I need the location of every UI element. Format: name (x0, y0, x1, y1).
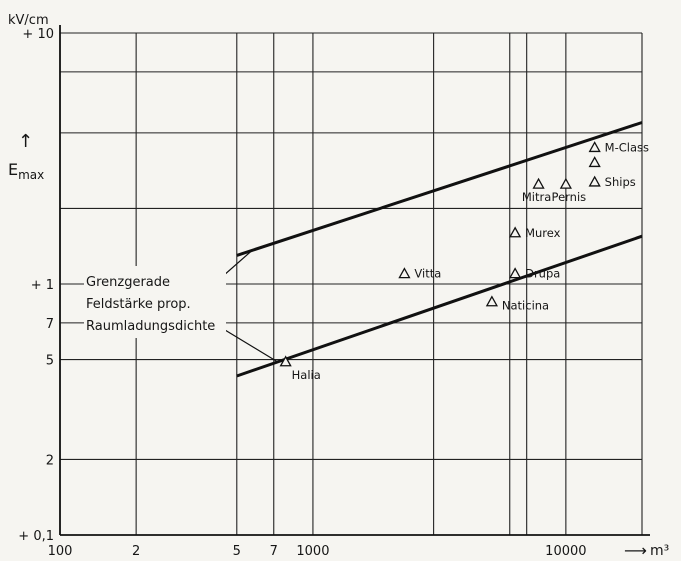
y-tick-label: 2 (46, 453, 54, 468)
x-axis-arrow: ⟶ (624, 541, 647, 560)
x-tick-label: 1000 (296, 544, 329, 559)
y-axis-label: Emax (8, 160, 44, 182)
data-point-label: Naticina (502, 299, 549, 313)
annotation-line-2: Feldstärke prop. (86, 297, 191, 312)
y-tick-label: 7 (46, 317, 54, 332)
x-tick-label: 7 (270, 544, 278, 559)
y-unit-label: kV/cm (8, 13, 49, 28)
data-point-marker (510, 228, 520, 237)
y-axis-arrow: ↑ (18, 131, 33, 152)
y-tick-label: + 0,1 (18, 529, 54, 544)
data-point-label: Halia (292, 368, 321, 382)
data-point-marker (590, 177, 600, 186)
data-point-marker (487, 297, 497, 306)
data-point-marker (534, 179, 544, 188)
x-tick-label: 5 (233, 544, 241, 559)
data-point-marker (590, 142, 600, 151)
y-tick-label: + 1 (31, 278, 54, 293)
limit-line (237, 236, 642, 376)
data-point-label: Ships (605, 175, 636, 189)
data-point-label: Murex (525, 226, 561, 240)
data-point-label: Pernis (552, 190, 587, 204)
data-point-label: M-Class (605, 140, 649, 154)
x-tick-label: 10000 (545, 544, 586, 559)
x-tick-label: 2 (132, 544, 140, 559)
y-tick-label: 5 (46, 354, 54, 369)
data-point-label: Vitta (414, 267, 441, 281)
data-point-label: Drupa (525, 267, 560, 281)
annotation-leader (225, 330, 278, 362)
limit-line (237, 122, 642, 255)
x-unit-label: m³ (650, 543, 669, 559)
annotation-line-3: Raumladungsdichte (86, 319, 215, 334)
annotation-line-1: Grenzgerade (86, 275, 170, 290)
data-point-marker (510, 269, 520, 278)
data-point-marker (590, 157, 600, 166)
trend-lines (237, 122, 642, 376)
data-points: M-Class Ships Mitra Pernis Murex Drupa Vitta Na… (281, 140, 649, 381)
data-point-label: Mitra (522, 190, 551, 204)
x-tick-label: 100 (48, 544, 73, 559)
y-tick-label: + 10 (22, 27, 54, 42)
data-point-marker (561, 179, 571, 188)
data-point-marker (399, 269, 409, 278)
